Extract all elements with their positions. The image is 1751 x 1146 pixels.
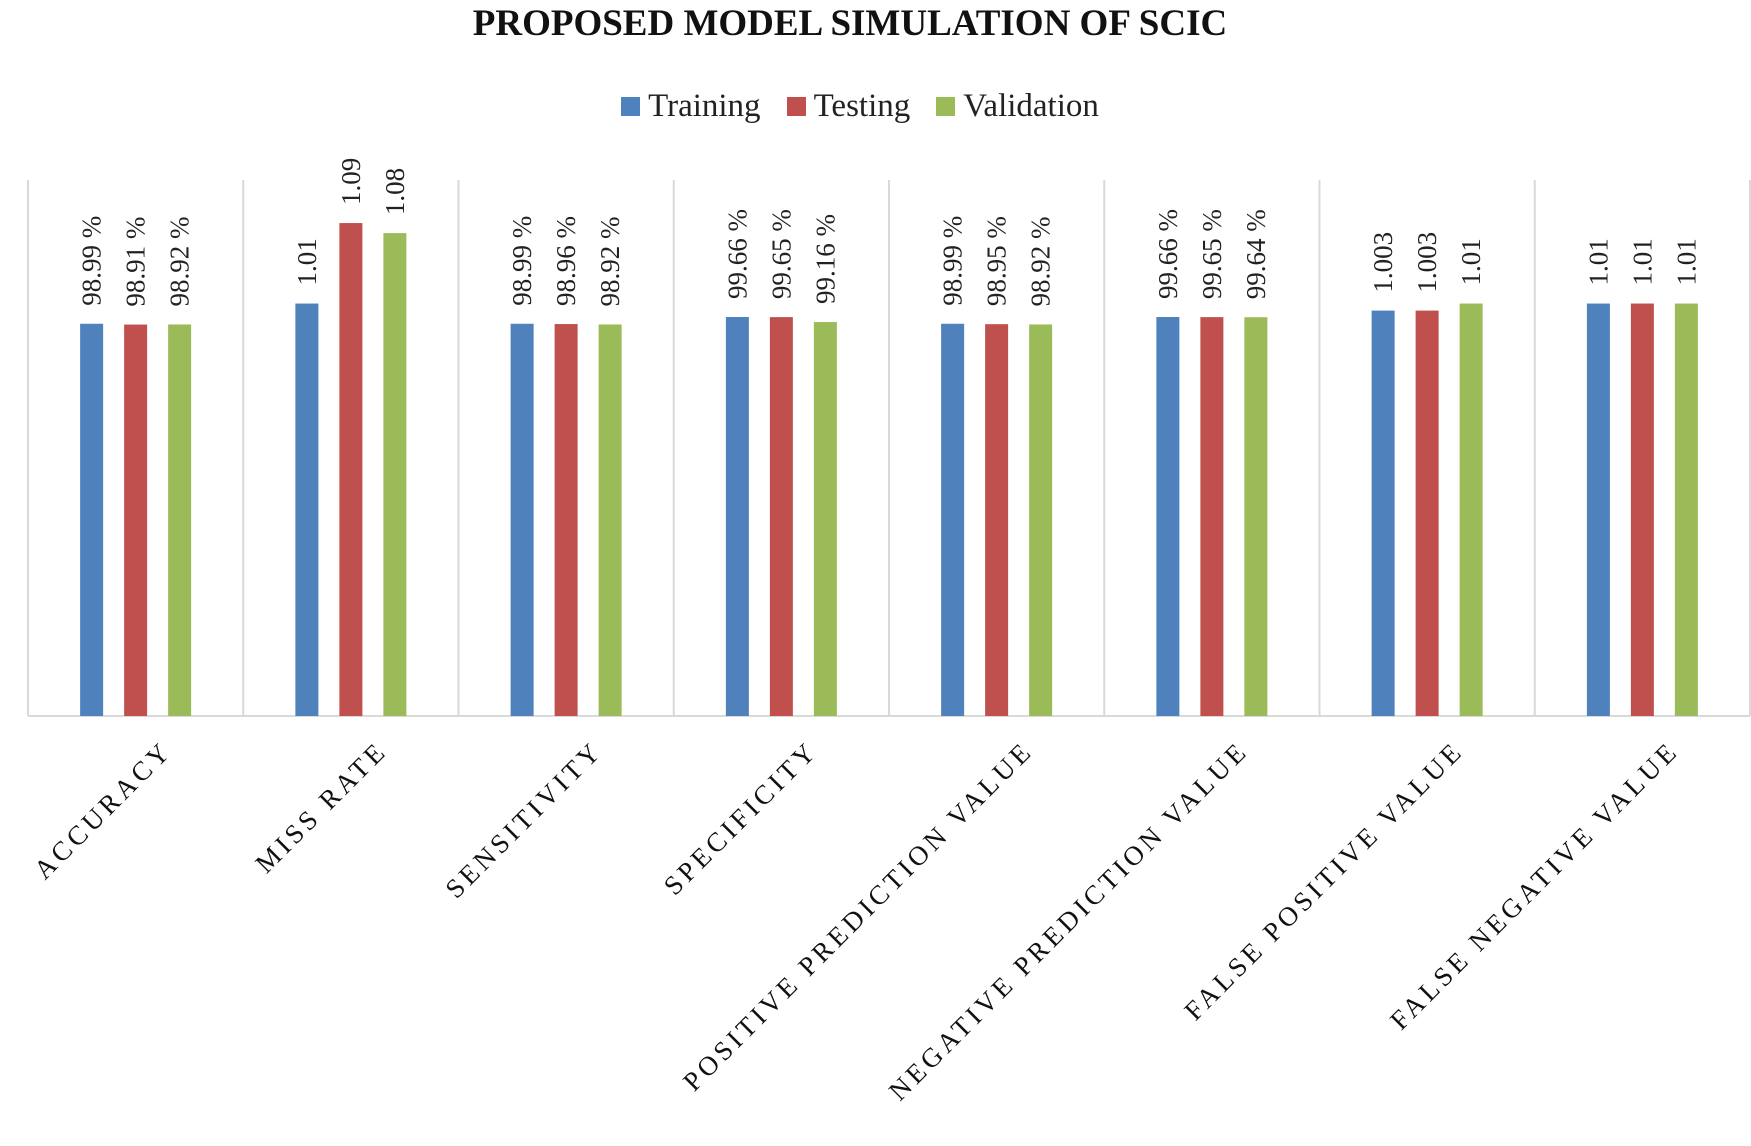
data-label-testing-6: 99.65 % (1197, 209, 1227, 299)
chart-title: PROPOSED MODEL SIMULATION OF SCIC (472, 3, 1228, 44)
bar-training-6 (1156, 317, 1180, 716)
bar-testing-6 (1200, 317, 1224, 716)
category-label-3: SENSITIVITY (439, 735, 608, 904)
legend-label-testing: Testing (813, 88, 911, 124)
data-label-validation-6: 99.64 % (1241, 209, 1271, 299)
data-label-training-6: 99.66 % (1153, 209, 1183, 299)
category-label-5: POSITIVE PREDICTION VALUE (677, 735, 1039, 1097)
data-label-training-1: 98.99 % (77, 216, 107, 306)
bar-testing-2 (339, 223, 363, 716)
legend-swatch-training (621, 97, 641, 116)
data-label-validation-5: 98.92 % (1026, 216, 1056, 306)
data-label-training-5: 98.99 % (938, 216, 968, 306)
data-label-testing-3: 98.96 % (551, 216, 581, 306)
legend-item-validation: Validation (936, 88, 1099, 125)
data-label-validation-1: 98.92 % (165, 216, 195, 306)
legend-label-training: Training (648, 88, 761, 124)
bar-validation-2 (383, 233, 407, 716)
bar-training-8 (1586, 303, 1610, 716)
legend: Training Testing Validation (0, 88, 1720, 125)
data-label-training-8: 1.01 (1583, 238, 1613, 285)
bar-training-2 (295, 303, 319, 716)
bar-testing-7 (1415, 310, 1439, 716)
bar-testing-8 (1630, 303, 1654, 716)
data-label-training-4: 99.66 % (722, 209, 752, 299)
legend-item-testing: Testing (786, 88, 911, 125)
data-label-validation-2: 1.08 (380, 168, 410, 215)
data-label-validation-4: 99.16 % (810, 214, 840, 304)
bar-training-4 (725, 317, 749, 716)
data-label-validation-7: 1.01 (1456, 238, 1486, 285)
legend-swatch-testing (786, 97, 806, 116)
bar-training-7 (1371, 310, 1395, 716)
bar-validation-1 (168, 324, 192, 716)
data-label-testing-1: 98.91 % (121, 217, 151, 307)
category-label-6: NEGATIVE PREDICTION VALUE (883, 735, 1254, 1106)
bar-training-1 (80, 323, 104, 716)
data-label-testing-8: 1.01 (1627, 238, 1657, 285)
bar-validation-7 (1459, 303, 1483, 716)
data-label-testing-5: 98.95 % (982, 216, 1012, 306)
data-label-testing-2: 1.09 (336, 158, 366, 205)
data-label-training-7: 1.003 (1368, 232, 1398, 293)
data-label-validation-3: 98.92 % (595, 216, 625, 306)
bar-validation-3 (598, 324, 622, 716)
legend-label-validation: Validation (963, 88, 1099, 124)
data-label-testing-4: 99.65 % (766, 209, 796, 299)
data-label-validation-8: 1.01 (1671, 238, 1701, 285)
data-label-training-2: 1.01 (292, 238, 322, 285)
bar-training-3 (510, 323, 534, 716)
bar-validation-8 (1674, 303, 1698, 716)
category-label-2: MISS RATE (249, 735, 393, 879)
legend-swatch-validation (936, 97, 956, 116)
data-label-testing-7: 1.003 (1412, 232, 1442, 293)
bar-validation-4 (813, 322, 837, 716)
legend-item-training: Training (621, 88, 761, 125)
category-label-1: ACCURACY (28, 735, 178, 885)
bar-testing-4 (769, 317, 793, 716)
bar-validation-6 (1244, 317, 1268, 716)
bar-testing-5 (985, 324, 1009, 716)
data-label-training-3: 98.99 % (507, 216, 537, 306)
bar-training-5 (941, 323, 965, 716)
bar-validation-5 (1029, 324, 1053, 716)
bar-testing-3 (554, 324, 578, 716)
bar-testing-1 (124, 324, 148, 716)
category-label-4: SPECIFICITY (658, 735, 824, 901)
